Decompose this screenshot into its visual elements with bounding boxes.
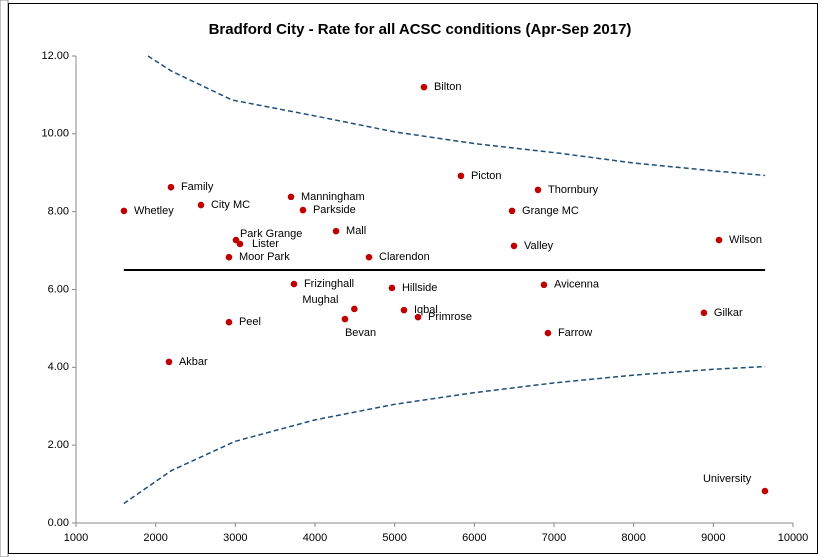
x-tick-label: 6000	[462, 532, 486, 544]
point-label: Bilton	[434, 81, 462, 93]
x-tick-label: 5000	[382, 532, 406, 544]
x-tick-label: 7000	[542, 532, 566, 544]
data-point	[290, 280, 298, 288]
data-point	[761, 487, 769, 495]
y-tick-label: 8.00	[48, 206, 69, 218]
y-tick-label: 6.00	[48, 283, 69, 295]
data-point	[167, 183, 175, 191]
data-point	[400, 306, 408, 314]
x-tick-label: 4000	[303, 532, 327, 544]
point-label: Park Grange	[240, 228, 302, 240]
point-label: Moor Park	[239, 251, 290, 263]
data-point	[225, 318, 233, 326]
point-label: City MC	[211, 199, 250, 211]
x-tick-label: 10000	[778, 532, 809, 544]
point-label: Avicenna	[554, 279, 600, 291]
data-point	[365, 253, 373, 261]
data-point	[420, 83, 428, 91]
chart-title: Bradford City - Rate for all ACSC condit…	[209, 21, 632, 38]
point-label: Parkside	[313, 204, 356, 216]
point-label: Gilkar	[714, 307, 743, 319]
data-point	[457, 172, 465, 180]
x-tick-label: 8000	[621, 532, 645, 544]
point-label: Bevan	[345, 327, 376, 339]
data-point	[414, 313, 422, 321]
point-label: Primrose	[428, 311, 472, 323]
point-label: Picton	[471, 170, 502, 182]
x-tick-label: 2000	[143, 532, 167, 544]
data-point	[540, 281, 548, 289]
data-point	[388, 284, 396, 292]
point-label: Wilson	[729, 234, 762, 246]
data-point	[236, 240, 244, 248]
data-point	[544, 329, 552, 337]
data-point	[715, 236, 723, 244]
y-tick-label: 12.00	[41, 50, 69, 62]
control-limit	[123, 365, 766, 505]
data-point	[700, 309, 708, 317]
data-point	[197, 201, 205, 209]
point-label: Family	[181, 181, 214, 193]
point-label: Peel	[239, 316, 261, 328]
data-point	[287, 193, 295, 201]
data-point	[332, 227, 340, 235]
point-label: Mughal	[302, 294, 338, 306]
x-tick-label: 9000	[701, 532, 725, 544]
data-point	[120, 207, 128, 215]
data-point	[341, 315, 349, 323]
control-limit	[147, 55, 766, 177]
point-label: Akbar	[179, 356, 208, 368]
point-label: Frizinghall	[304, 278, 354, 290]
point-label: Iqbal	[414, 304, 438, 316]
point-label: Mall	[346, 225, 366, 237]
point-label: Hillside	[402, 282, 437, 294]
data-point	[510, 242, 518, 250]
x-tick-label: 3000	[223, 532, 247, 544]
y-tick-label: 2.00	[48, 439, 69, 451]
data-point	[299, 206, 307, 214]
point-label: Lister	[252, 238, 279, 250]
point-label: Grange MC	[522, 205, 579, 217]
sheet-edge	[0, 0, 9, 557]
point-label: Whetley	[134, 205, 174, 217]
data-point	[508, 207, 516, 215]
data-point	[534, 186, 542, 194]
point-label: Farrow	[558, 327, 592, 339]
y-tick-label: 4.00	[48, 361, 69, 373]
point-label: Manningham	[301, 191, 365, 203]
y-tick-label: 10.00	[41, 128, 69, 140]
point-label: University	[703, 473, 752, 485]
x-tick-label: 1000	[64, 532, 88, 544]
data-point	[165, 358, 173, 366]
point-label: Thornbury	[548, 184, 599, 196]
y-tick-label: 0.00	[48, 517, 69, 529]
chart-border	[8, 3, 818, 554]
data-point	[351, 305, 358, 313]
data-point	[225, 253, 233, 261]
point-label: Clarendon	[379, 251, 430, 263]
point-label: Valley	[524, 240, 554, 252]
